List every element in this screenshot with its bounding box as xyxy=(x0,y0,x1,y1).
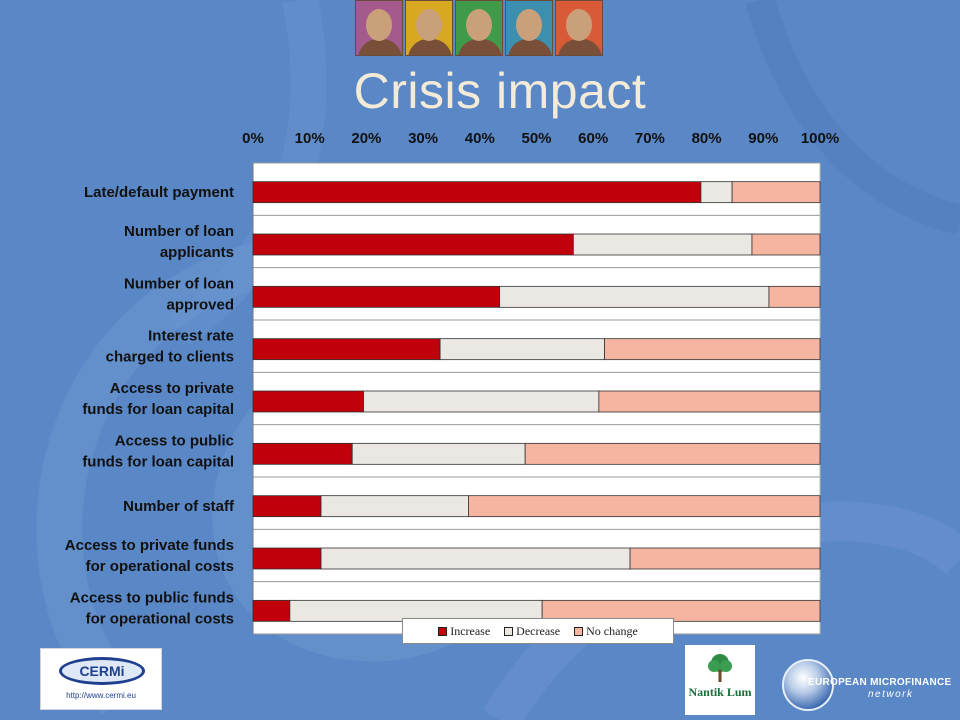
x-tick-label: 90% xyxy=(748,130,778,147)
category-label: funds for loan capital xyxy=(82,401,234,418)
globe-icon xyxy=(782,659,834,711)
x-tick-label: 30% xyxy=(408,130,438,147)
cermi-url: http://www.cermi.eu xyxy=(66,691,136,700)
category-label: Access to public xyxy=(115,432,234,449)
bar-no-change xyxy=(598,390,821,413)
category-label: Number of loan xyxy=(124,275,234,292)
photo-strip xyxy=(355,0,605,56)
x-tick-label: 20% xyxy=(351,130,381,147)
bar-decrease xyxy=(499,285,770,308)
legend-item-increase: Increase xyxy=(438,624,490,639)
bar-increase xyxy=(252,181,702,204)
laughing-woman-photo xyxy=(555,0,603,56)
category-label: approved xyxy=(166,296,234,313)
category-label: Number of loan xyxy=(124,223,234,240)
bar-no-change xyxy=(604,338,821,361)
legend-item-decrease: Decrease xyxy=(504,624,560,639)
tree-icon xyxy=(708,654,732,682)
nantik-lum-logo: Nantik Lum xyxy=(685,645,755,715)
category-label: charged to clients xyxy=(106,349,234,366)
european-microfinance-network-logo: EUROPEAN MICROFINANCE network xyxy=(778,655,951,715)
bar-decrease xyxy=(320,495,469,518)
emn-name-line1: EUROPEAN MICROFINANCE xyxy=(808,677,952,688)
bar-no-change xyxy=(731,181,821,204)
man-portrait-photo xyxy=(405,0,453,56)
category-label: Interest rate xyxy=(148,328,234,345)
slide-title: Crisis impact xyxy=(353,63,647,119)
nantik-lum-name: Nantik Lum xyxy=(688,685,752,699)
category-label: for operational costs xyxy=(86,558,234,575)
legend-label-increase: Increase xyxy=(450,623,491,638)
bar-no-change xyxy=(629,547,821,570)
emn-name-line2: network xyxy=(868,689,914,700)
bar-no-change xyxy=(541,599,821,622)
woman-portrait-photo xyxy=(355,0,403,56)
category-label: Late/default payment xyxy=(84,184,234,201)
x-tick-label: 80% xyxy=(692,130,722,147)
cermi-logo-mark: CERMi xyxy=(59,657,145,685)
bar-decrease xyxy=(363,390,600,413)
legend-label-decrease: Decrease xyxy=(516,623,561,638)
chart-legend: Increase Decrease No change xyxy=(402,618,674,644)
category-label: Number of staff xyxy=(123,498,235,515)
bar-increase xyxy=(252,547,322,570)
category-label: Access to private funds xyxy=(65,537,234,554)
legend-item-no-change: No change xyxy=(574,624,638,639)
bar-increase xyxy=(252,338,441,361)
x-tick-label: 0% xyxy=(242,130,264,147)
bar-increase xyxy=(252,285,501,308)
legend-swatch-no-change xyxy=(574,626,584,636)
bar-increase xyxy=(252,495,322,518)
x-tick-label: 60% xyxy=(578,130,608,147)
x-tick-label: 70% xyxy=(635,130,665,147)
bar-increase xyxy=(252,599,291,622)
x-tick-label: 10% xyxy=(295,130,325,147)
x-tick-label: 50% xyxy=(521,130,551,147)
man-working-photo xyxy=(505,0,553,56)
bar-decrease xyxy=(439,338,605,361)
category-label: funds for loan capital xyxy=(82,453,234,470)
bar-increase xyxy=(252,390,364,413)
category-label: applicants xyxy=(160,244,234,261)
category-label: for operational costs xyxy=(86,610,234,627)
bar-decrease xyxy=(351,442,526,465)
legend-label-no-change: No change xyxy=(586,623,638,638)
x-tick-label: 40% xyxy=(465,130,495,147)
category-label: Access to private xyxy=(110,380,234,397)
bar-increase xyxy=(252,442,353,465)
bar-decrease xyxy=(572,233,753,256)
bar-no-change xyxy=(524,442,821,465)
bar-no-change xyxy=(768,285,821,308)
bar-decrease xyxy=(700,181,733,204)
bar-no-change xyxy=(468,495,821,518)
smiling-woman-photo xyxy=(455,0,503,56)
legend-swatch-decrease xyxy=(504,626,514,636)
x-tick-label: 100% xyxy=(801,130,839,147)
bar-decrease xyxy=(320,547,631,570)
bar-increase xyxy=(252,233,574,256)
category-label: Access to public funds xyxy=(70,589,234,606)
cermi-logo: CERMi http://www.cermi.eu xyxy=(40,648,162,710)
legend-swatch-increase xyxy=(438,626,448,636)
bar-no-change xyxy=(751,233,821,256)
